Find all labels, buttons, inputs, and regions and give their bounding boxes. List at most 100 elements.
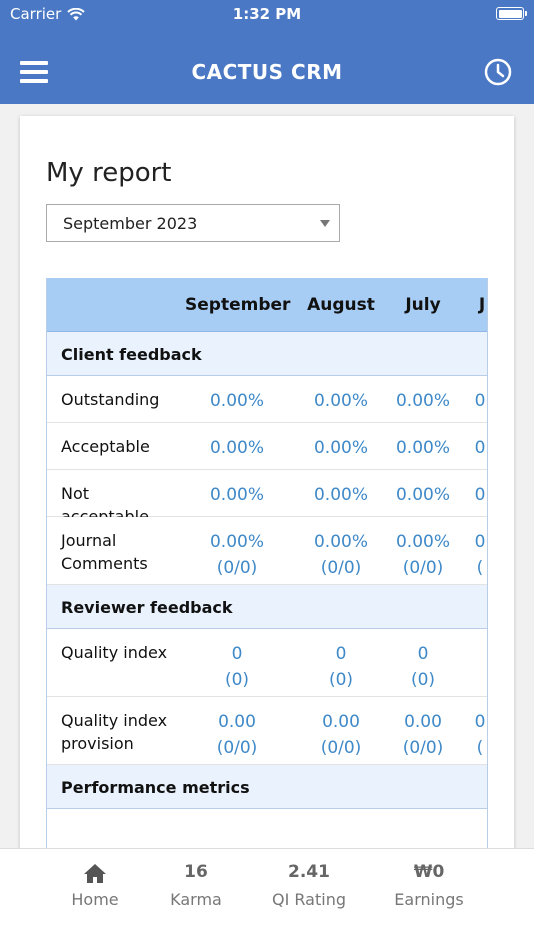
- section-header: Client feedback: [47, 332, 487, 376]
- table-row: Outstanding 0.00% 0.00% 0.00% 0: [47, 376, 487, 423]
- row-value: 0.00%: [187, 435, 287, 461]
- row-value: 0 (0): [187, 641, 287, 693]
- value-primary: 0.00%: [395, 391, 450, 411]
- column-header: July: [405, 295, 441, 315]
- tab-value: ₩0: [413, 862, 445, 882]
- bottom-tab-bar: Home 16 Karma 2.41 QI Rating ₩0 Earnings: [0, 848, 534, 950]
- status-time: 1:32 PM: [232, 5, 302, 23]
- row-value: 0.00% (0/0): [187, 529, 287, 581]
- row-value: 0.00% (0/0): [388, 529, 458, 581]
- row-label: Outstanding: [61, 390, 160, 409]
- value-primary: 0: [474, 485, 486, 505]
- value-primary: 0.00%: [209, 485, 264, 505]
- value-primary: 0: [417, 644, 429, 664]
- value-primary: 0.00: [404, 712, 442, 732]
- row-value: 0 (0): [296, 641, 386, 693]
- chevron-down-icon: [320, 220, 330, 227]
- app-header: Carrier 1:32 PM CACTUS CRM: [0, 0, 534, 104]
- page-title: My report: [46, 158, 172, 188]
- status-bar: Carrier 1:32 PM: [0, 0, 534, 30]
- row-label: Acceptable: [61, 437, 150, 456]
- row-value: 0.00%: [296, 435, 386, 461]
- section-header: Performance metrics: [47, 765, 487, 809]
- row-value: 0.00%: [388, 482, 458, 508]
- section-header: Reviewer feedback: [47, 585, 487, 629]
- value-primary: 0.00%: [313, 532, 368, 552]
- report-table-inner: September August July J Client feedback O…: [47, 278, 487, 809]
- column-header: J: [478, 295, 486, 315]
- row-value: 0.00% (0/0): [296, 529, 386, 581]
- value-secondary: (0/0): [402, 558, 444, 578]
- tab-value: 2.41: [288, 862, 330, 882]
- row-value: 0 (0): [388, 641, 458, 693]
- tab-label: Earnings: [394, 890, 464, 909]
- value-primary: 0.00%: [209, 438, 264, 458]
- table-row: Quality index provision 0.00 (0/0) 0.00 (0/0…: [47, 697, 487, 765]
- row-value: 0: [465, 388, 487, 414]
- row-value: 0.00%: [388, 435, 458, 461]
- tab-label: Karma: [170, 890, 222, 909]
- column-header: August: [307, 295, 375, 315]
- value-secondary: (: [476, 558, 484, 578]
- row-value: 0.00%: [187, 482, 287, 508]
- value-primary: 0.00%: [313, 391, 368, 411]
- table-row: Acceptable 0.00% 0.00% 0.00% 0: [47, 423, 487, 470]
- section-title: Performance metrics: [61, 778, 250, 797]
- value-primary: 0: [335, 644, 347, 664]
- table-body: Client feedback Outstanding 0.00% 0.00% 0.00…: [47, 332, 487, 809]
- tab-karma[interactable]: 16 Karma: [160, 859, 232, 909]
- value-primary: 0.00: [322, 712, 360, 732]
- carrier: Carrier: [10, 5, 86, 23]
- column-header: September: [185, 295, 291, 315]
- clock-icon[interactable]: [484, 58, 512, 86]
- battery-icon: [496, 7, 527, 20]
- table-row: Not acceptable0.00%0.00%0.00%0: [47, 470, 487, 526]
- value-primary: 0.00%: [209, 391, 264, 411]
- value-primary: 0.00%: [209, 532, 264, 552]
- value-secondary: (0/0): [216, 558, 258, 578]
- value-primary: 0.00: [218, 712, 256, 732]
- row-value: 0: [465, 482, 487, 508]
- month-select[interactable]: September 2023: [46, 204, 340, 242]
- tab-home[interactable]: Home: [60, 859, 130, 909]
- report-card: My report September 2023 September Augus…: [20, 116, 514, 876]
- row-label: Journal Comments: [61, 531, 148, 573]
- value-primary: 0.00%: [313, 485, 368, 505]
- table-header: September August July J: [47, 278, 487, 332]
- row-value: 0.00%: [187, 388, 287, 414]
- value-secondary: (0): [224, 670, 250, 690]
- value-secondary: (0/0): [402, 738, 444, 758]
- report-table[interactable]: September August July J Client feedback O…: [46, 278, 488, 876]
- app-title: CACTUS CRM: [191, 60, 343, 84]
- value-secondary: (0/0): [216, 738, 258, 758]
- value-primary: 0: [231, 644, 243, 664]
- tab-value: 16: [184, 862, 208, 882]
- row-value: 0: [465, 435, 487, 461]
- tab-qi-rating[interactable]: 2.41 QI Rating: [266, 859, 352, 909]
- row-value: 0.00%: [388, 388, 458, 414]
- wifi-icon: [67, 7, 86, 20]
- section-title: Reviewer feedback: [61, 598, 233, 617]
- table-row: Journal Comments 0.00% (0/0) 0.00% (0/0) 0.00…: [47, 517, 487, 585]
- tab-label: QI Rating: [272, 890, 346, 909]
- table-row: Quality index 0 (0) 0 (0) 0 (0): [47, 629, 487, 697]
- tab-label: Home: [71, 890, 119, 909]
- month-select-value: September 2023: [63, 214, 198, 233]
- carrier-label: Carrier: [10, 5, 62, 23]
- value-primary: 0.00%: [395, 485, 450, 505]
- tab-earnings[interactable]: ₩0 Earnings: [388, 859, 470, 909]
- row-value: 0.00%: [296, 388, 386, 414]
- value-secondary: (: [476, 738, 484, 758]
- value-secondary: (0/0): [320, 558, 362, 578]
- row-value: 0.00%: [296, 482, 386, 508]
- hamburger-menu-icon[interactable]: [20, 61, 48, 85]
- row-label: Quality index: [61, 643, 168, 662]
- value-primary: 0: [474, 712, 486, 732]
- row-value: 0.00 (0/0): [388, 709, 458, 761]
- value-primary: 0: [474, 438, 486, 458]
- value-primary: 0: [474, 532, 486, 552]
- value-secondary: (0): [328, 670, 354, 690]
- value-primary: 0.00%: [395, 532, 450, 552]
- row-value: 0.00 (0/0): [296, 709, 386, 761]
- value-secondary: (0): [410, 670, 436, 690]
